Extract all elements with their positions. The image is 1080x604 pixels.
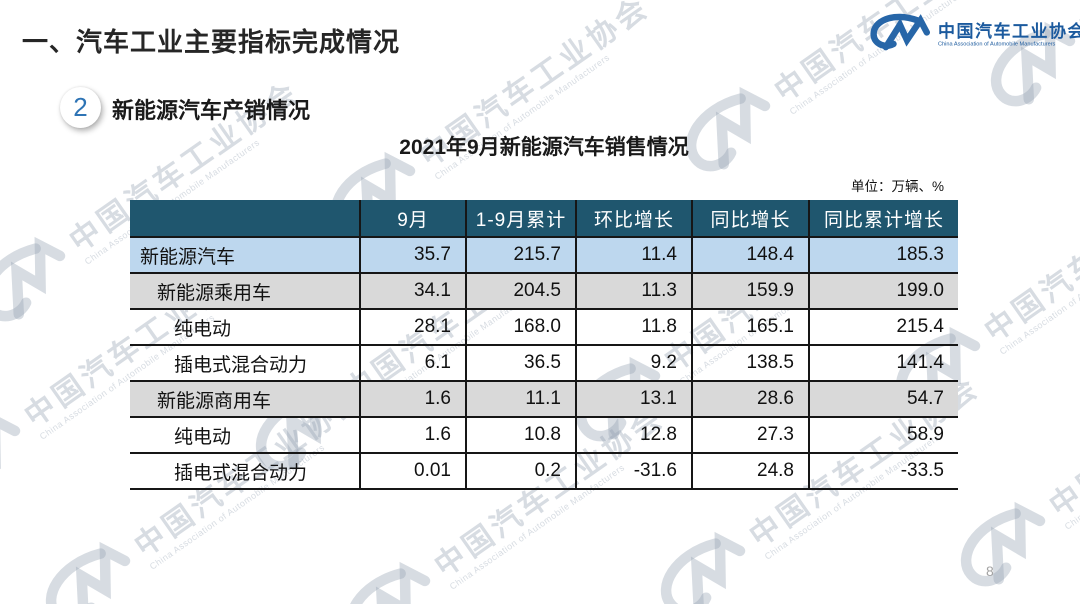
caam-swoosh-icon [866,12,930,63]
value-cell: 1.6 [361,382,467,418]
value-cell: 148.4 [693,238,810,274]
column-header: 9月 [361,200,467,238]
column-header: 1-9月累计 [467,200,577,238]
value-cell: 34.1 [361,274,467,310]
value-cell: 215.4 [810,310,958,346]
value-cell: 36.5 [467,346,577,382]
value-cell: 1.6 [361,418,467,454]
value-cell: -31.6 [577,454,693,490]
value-cell: 185.3 [810,238,958,274]
caam-logo: 中国汽车工业协会 China Association of Automobile… [866,12,1080,63]
value-cell: 165.1 [693,310,810,346]
value-cell: 0.01 [361,454,467,490]
caam-logo-name: 中国汽车工业协会 [938,21,1080,41]
value-cell: 138.5 [693,346,810,382]
section-number-badge: 2 [60,87,101,128]
column-header: 同比累计增长 [810,200,958,238]
value-cell: 0.2 [467,454,577,490]
value-cell: 58.9 [810,418,958,454]
column-header [130,200,361,238]
unit-label: 单位：万辆、% [850,179,944,194]
value-cell: 11.3 [577,274,693,310]
value-cell: 27.3 [693,418,810,454]
row-label: 插电式混合动力 [130,454,361,490]
page-title: 一、汽车工业主要指标完成情况 [22,27,401,57]
value-cell: 141.4 [810,346,958,382]
table-title: 2021年9月新能源汽车销售情况 [399,136,689,159]
caam-logo-text: 中国汽车工业协会 China Association of Automobile… [938,21,1080,53]
column-header: 环比增长 [577,200,693,238]
row-label: 新能源乘用车 [130,274,361,310]
value-cell: 159.9 [693,274,810,310]
value-cell: 199.0 [810,274,958,310]
value-cell: 11.1 [467,382,577,418]
value-cell: 28.1 [361,310,467,346]
row-label: 纯电动 [130,310,361,346]
row-label: 插电式混合动力 [130,346,361,382]
row-label: 纯电动 [130,418,361,454]
value-cell: 24.8 [693,454,810,490]
section-title: 新能源汽车产销情况 [112,98,311,123]
page-number: 8 [986,563,994,579]
value-cell: 215.7 [467,238,577,274]
value-cell: 6.1 [361,346,467,382]
value-cell: 35.7 [361,238,467,274]
caam-logo-subtitle: China Association of Automobile Manufact… [938,41,1056,48]
value-cell: 11.8 [577,310,693,346]
row-label: 新能源商用车 [130,382,361,418]
nev-sales-table: 9月 1-9月累计 环比增长 同比增长 同比累计增长新能源汽车 35.7 215.7 11.4… [130,200,958,490]
value-cell: 10.8 [467,418,577,454]
row-label: 新能源汽车 [130,238,361,274]
value-cell: 168.0 [467,310,577,346]
value-cell: -33.5 [810,454,958,490]
column-header: 同比增长 [693,200,810,238]
value-cell: 11.4 [577,238,693,274]
value-cell: 204.5 [467,274,577,310]
value-cell: 9.2 [577,346,693,382]
value-cell: 12.8 [577,418,693,454]
value-cell: 13.1 [577,382,693,418]
value-cell: 28.6 [693,382,810,418]
value-cell: 54.7 [810,382,958,418]
